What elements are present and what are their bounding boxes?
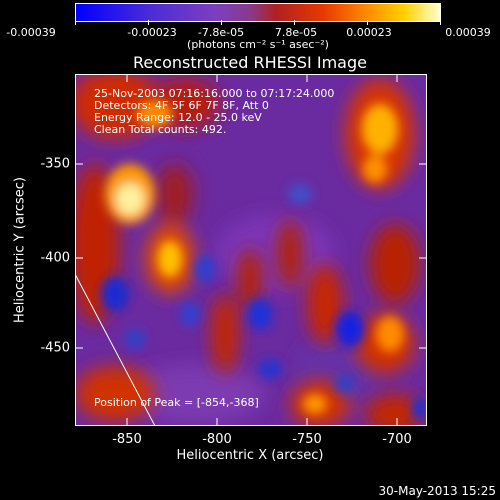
annotation-peak-position: Position of Peak = [-854,-368] xyxy=(94,396,259,409)
colorbar-tickmarks xyxy=(75,20,441,25)
y-tick-label: -450 xyxy=(40,340,70,356)
annotation-time-range: 25-Nov-2003 07:16:16.000 to 07:17:24.000 xyxy=(94,87,335,100)
annotation-detectors: Detectors: 4F 5F 6F 7F 8F, Att 0 xyxy=(94,99,269,112)
colorbar-tick: 0.00039 xyxy=(445,26,491,39)
x-tick-label: -750 xyxy=(292,432,322,447)
colorbar-tick: 0.00023 xyxy=(346,26,392,39)
annotation-energy: Energy Range: 12.0 - 25.0 keV xyxy=(94,111,262,124)
plot-title: Reconstructed RHESSI Image xyxy=(133,53,367,72)
y-tick-label: -400 xyxy=(40,250,70,266)
colorbar-tick: -7.8e-05 xyxy=(197,26,245,39)
colorbar-tick: -0.00039 xyxy=(6,26,56,39)
x-tick-label: -800 xyxy=(202,432,232,447)
y-tick-label: -350 xyxy=(40,156,70,172)
x-axis-label: Heliocentric X (arcsec) xyxy=(176,448,324,463)
colorbar-unit-label: (photons cm⁻² s⁻¹ asec⁻²) xyxy=(187,38,329,51)
x-tick-label: -850 xyxy=(112,432,142,447)
footer-date: 30-May-2013 15:25 xyxy=(378,484,496,498)
colorbar xyxy=(75,3,441,22)
x-tick-label: -700 xyxy=(382,432,412,447)
rhessi-image xyxy=(75,74,427,426)
colorbar-tick: 7.8e-05 xyxy=(274,26,318,39)
annotation-clean: Clean Total counts: 492. xyxy=(94,123,227,136)
y-axis-label: Heliocentric Y (arcsec) xyxy=(12,177,28,323)
colorbar-tick: -0.00023 xyxy=(127,26,177,39)
